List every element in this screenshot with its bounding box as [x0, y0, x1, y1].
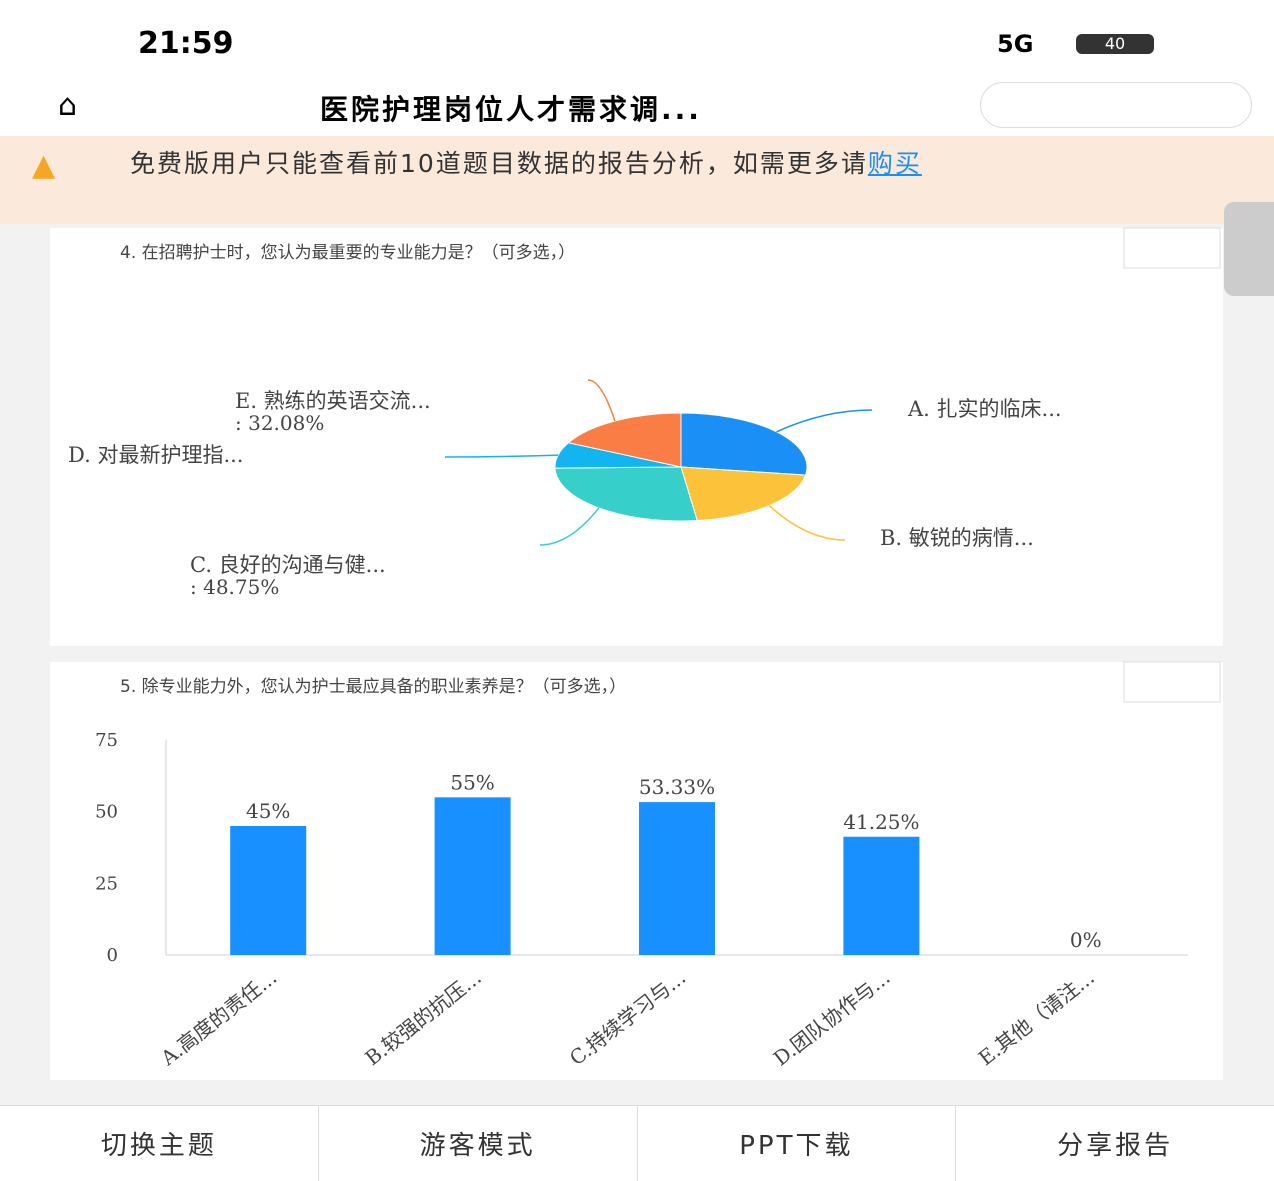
notice: 免费版用户只能查看前10道题目数据的报告分析，如需更多请购买 ▲ — [0, 136, 1274, 224]
pie-label: E. 熟练的英语交流... — [235, 389, 431, 413]
bar — [843, 836, 920, 955]
notice-text: 免费版用户只能查看前10道题目数据的报告分析，如需更多请 — [130, 149, 868, 178]
y-tick-label: 75 — [95, 730, 118, 751]
pie-slice — [680, 466, 807, 522]
x-tick-label: B.较强的抗压... — [360, 965, 485, 1070]
nav-title: 医院护理岗位人才需求调... — [320, 93, 702, 126]
pie-slice — [554, 466, 698, 522]
y-tick-label: 50 — [95, 802, 118, 823]
toolbar: 切换主题 游客模式 PPT下载 分享报告 — [0, 1105, 1274, 1181]
settings-button[interactable] — [1123, 227, 1221, 269]
time: 21:59 — [138, 26, 234, 61]
pie-value-label: : 32.08% — [235, 411, 324, 435]
y-tick-label: 25 — [95, 873, 118, 894]
pie-slice — [680, 412, 808, 476]
status-bar: 21:59 5G 40 — [0, 0, 1274, 80]
home-icon[interactable]: ⌂ — [58, 88, 78, 123]
toolbar-button[interactable]: 游客模式 — [319, 1106, 638, 1181]
bar — [434, 797, 511, 955]
pie-value-label: : 48.75% — [190, 575, 279, 599]
bar — [639, 802, 715, 955]
chart-title: 4. 在招聘护士时，您认为最重要的专业能力是？（可多选，） — [120, 243, 575, 263]
leader-line — [587, 379, 616, 422]
pie-slice — [567, 412, 682, 468]
network: 5G — [997, 30, 1034, 58]
pie-label: C. 良好的沟通与健... — [190, 553, 386, 577]
bar — [230, 826, 307, 955]
toolbar-button[interactable]: 分享报告 — [1057, 1131, 1174, 1161]
value-label: 53.33% — [639, 775, 715, 799]
y-tick-label: 0 — [107, 945, 118, 966]
value-label: 0% — [1070, 928, 1102, 952]
capsule[interactable] — [980, 82, 1252, 128]
charts: 4. 在招聘护士时，您认为最重要的专业能力是？（可多选，） 5. 除专业能力外，… — [68, 227, 1221, 1071]
toolbar-button[interactable]: 切换主题 — [0, 1106, 319, 1181]
leader-line — [776, 409, 873, 433]
leader-line — [768, 505, 846, 541]
x-tick-label: C.持续学习与... — [565, 965, 690, 1070]
warning-icon: ▲ — [32, 148, 58, 183]
side-tab[interactable] — [1224, 202, 1274, 296]
x-tick-label: A.高度的责任... — [155, 965, 281, 1071]
value-label: 41.25% — [843, 810, 919, 834]
x-tick-label: D.团队协作与... — [769, 965, 895, 1071]
nav-bar: ⌂ 医院护理岗位人才需求调... — [0, 80, 1274, 136]
leader-line — [444, 454, 559, 458]
pie-label: D. 对最新护理指... — [68, 443, 243, 467]
chart-title: 5. 除专业能力外，您认为护士最应具备的职业素养是？（可多选，） — [120, 677, 626, 697]
buy-link[interactable]: 购买 — [867, 149, 922, 178]
value-label: 55% — [450, 770, 494, 794]
pie-label: B. 敏锐的病情... — [880, 526, 1034, 550]
settings-button[interactable] — [1123, 661, 1221, 703]
value-label: 45% — [246, 799, 290, 823]
toolbar-button[interactable]: PPT下载 — [638, 1106, 957, 1181]
pie-label: A. 扎实的临床... — [907, 397, 1062, 421]
leader-line — [539, 507, 600, 546]
battery: 40 — [1076, 34, 1154, 54]
x-tick-label: E.其他（请注... — [974, 965, 1099, 1070]
